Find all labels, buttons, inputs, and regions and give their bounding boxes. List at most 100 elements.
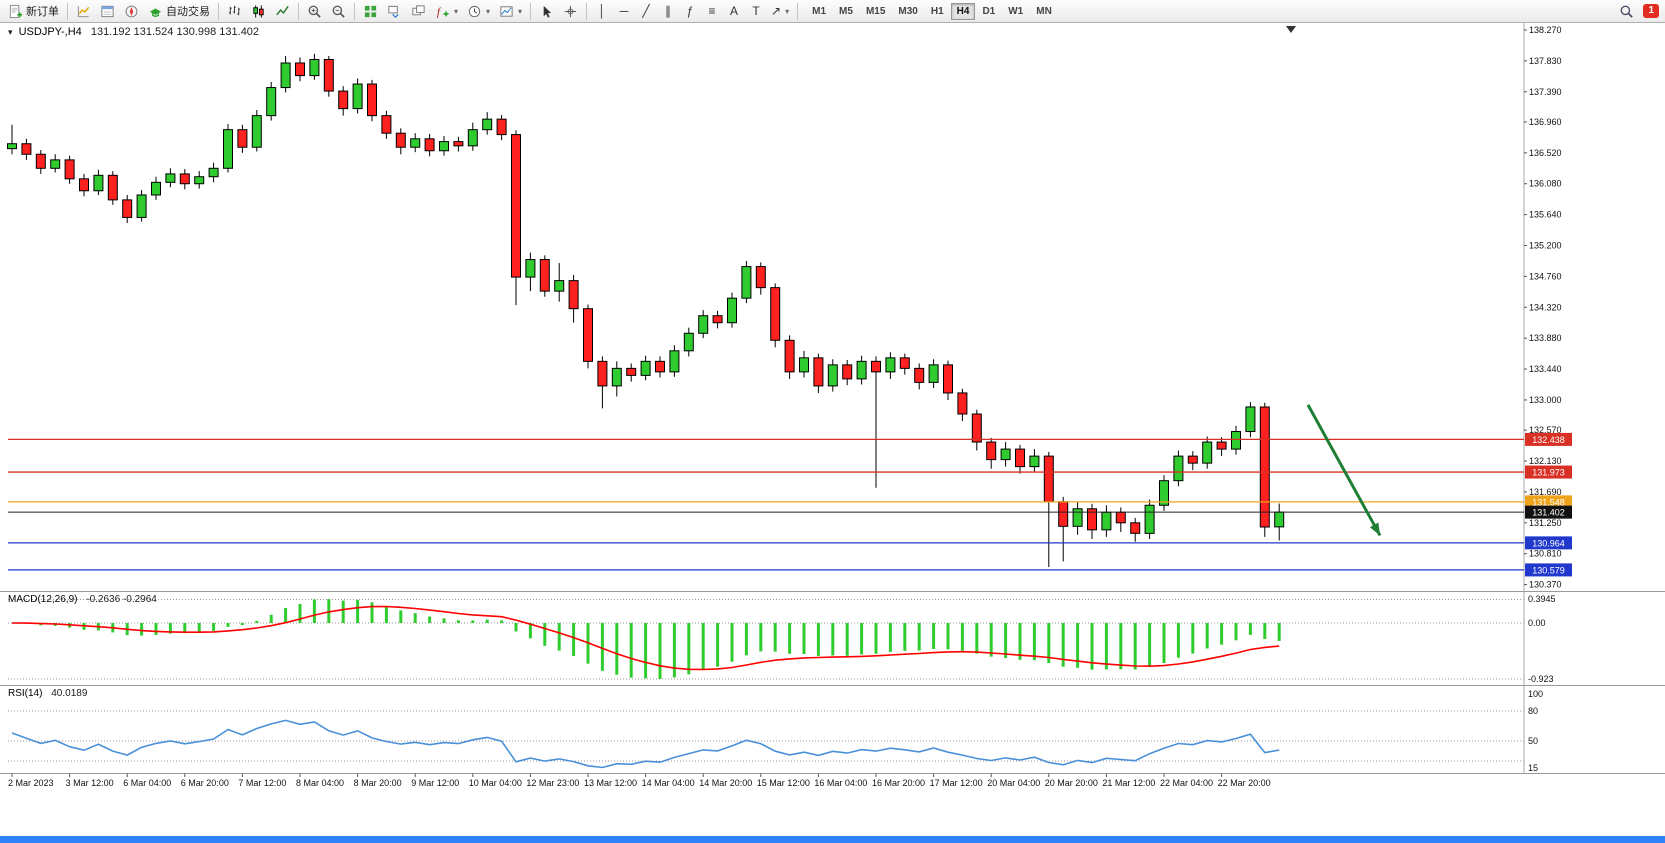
shapes-tool-button[interactable]: ≡ [708, 4, 716, 18]
timeframe-m15-button[interactable]: M15 [865, 5, 886, 17]
bear-candle [597, 360, 608, 387]
cascade-windows-button[interactable] [407, 0, 430, 22]
bear-candle [971, 413, 982, 443]
bear-candle [899, 357, 910, 369]
new-order-button[interactable]: 新订单 [4, 0, 63, 22]
bull-candle [698, 315, 709, 334]
arrows-tool-button[interactable]: ↗ ▾ [771, 4, 790, 18]
equidistant-channel-tool-button[interactable]: ∥ [665, 4, 672, 18]
bull-candle [7, 143, 17, 150]
templates-button[interactable]: ▾ [495, 0, 526, 22]
timeframe-m5-button[interactable]: M5 [839, 5, 853, 17]
zoom-in-icon [308, 5, 321, 18]
crosshair-tool-button[interactable] [559, 0, 582, 22]
bear-candle [712, 315, 723, 324]
time-axis-label: 12 Mar 23:00 [526, 778, 579, 788]
bear-candle [453, 141, 464, 147]
vertical-line-tool-button[interactable]: │ [598, 4, 606, 18]
bear-candle [295, 62, 305, 77]
rsi-value: 40.0189 [51, 688, 88, 699]
navigator-button[interactable] [120, 0, 143, 22]
bar-chart-mode-button[interactable] [223, 0, 246, 22]
bear-candle [784, 339, 795, 373]
chart-shift-marker-icon[interactable] [1286, 26, 1296, 33]
trendline-tool-button[interactable]: ╱ [642, 4, 650, 18]
line-chart-mode-button[interactable] [271, 0, 294, 22]
macd-signal-line [11, 605, 1280, 671]
bear-candle [914, 367, 925, 383]
data-window-button[interactable] [96, 0, 119, 22]
chart-menu-icon[interactable]: ▾ [8, 27, 13, 37]
bear-candle [367, 83, 377, 117]
bull-candle [223, 129, 233, 169]
new-order-label: 新订单 [26, 6, 59, 18]
time-axis-label: 7 Mar 12:00 [238, 778, 286, 788]
bull-candle [554, 280, 565, 292]
candlestick-chart-icon [253, 4, 264, 18]
chart-background [0, 23, 1665, 835]
trend-arrow-annotation[interactable] [1306, 404, 1382, 537]
bull-candle [1159, 480, 1169, 506]
time-axis-label: 16 Mar 04:00 [814, 778, 867, 788]
dropdown-caret-icon: ▾ [486, 6, 491, 16]
bear-candle [1187, 455, 1198, 464]
timeframe-d1-button[interactable]: D1 [982, 5, 996, 17]
axis-label: -0.923 [1528, 674, 1554, 684]
price-axis-label: 134.760 [1529, 271, 1562, 281]
dropdown-caret-icon: ▾ [785, 6, 790, 16]
price-level-label-text: 131.973 [1532, 468, 1565, 478]
timeframe-m1-button[interactable]: M1 [812, 5, 827, 17]
cursor-icon [543, 5, 552, 18]
market-watch-icon [77, 5, 90, 17]
price-level-label-text: 131.548 [1532, 497, 1565, 507]
notification-badge[interactable]: 1 [1643, 4, 1659, 18]
cursor-tool-button[interactable] [535, 0, 558, 22]
search-button[interactable] [1615, 0, 1638, 22]
price-axis-label: 133.880 [1529, 333, 1562, 343]
timeframe-w1-button[interactable]: W1 [1008, 5, 1024, 17]
bear-candle [770, 287, 781, 341]
price-axis-label: 131.250 [1529, 518, 1562, 528]
svg-text:f: f [437, 6, 442, 18]
bull-candle [525, 259, 536, 278]
timeframe-h1-button[interactable]: H1 [930, 5, 944, 17]
bear-candle [539, 259, 550, 292]
horizontal-line-tool-button[interactable]: ─ [619, 4, 629, 18]
timeframe-mn-button[interactable]: MN [1036, 5, 1052, 17]
chart-template-icon [500, 5, 513, 17]
fibonacci-tool-button[interactable]: ƒ [686, 4, 694, 18]
price-level-label-text: 130.579 [1532, 565, 1565, 575]
text-tool-button[interactable]: A [730, 4, 739, 18]
timeframe-h4-button[interactable]: H4 [950, 2, 976, 20]
bear-candle [107, 174, 118, 201]
zoom-out-button[interactable] [327, 0, 350, 22]
price-axis-label: 134.320 [1529, 302, 1562, 312]
market-watch-button[interactable] [72, 0, 95, 22]
indicators-button[interactable]: f ▾ [431, 0, 462, 22]
bear-candle [1130, 522, 1141, 534]
new-order-icon [9, 4, 23, 18]
bull-candle [1072, 508, 1083, 527]
tile-windows-button[interactable] [359, 0, 382, 22]
bull-candle [410, 138, 421, 148]
autotrading-button[interactable]: 自动交易 [144, 0, 214, 22]
separator [586, 2, 588, 20]
time-axis-label: 10 Mar 04:00 [469, 778, 522, 788]
bull-candle [266, 87, 277, 117]
bear-candle [957, 392, 968, 415]
horizontal-scrollbar[interactable] [0, 836, 1665, 843]
timeframe-m30-button[interactable]: M30 [898, 5, 918, 17]
bull-candle [727, 297, 737, 324]
price-axis-label: 136.520 [1529, 148, 1562, 158]
price-axis-label: 135.640 [1529, 210, 1562, 220]
periods-button[interactable]: ▾ [463, 0, 494, 22]
data-window-icon [101, 5, 114, 17]
bull-candle [741, 266, 752, 299]
zoom-in-button[interactable] [303, 0, 326, 22]
bear-candle [755, 266, 766, 289]
text-label-tool-button[interactable]: T [752, 4, 760, 18]
arrange-windows-button[interactable] [383, 0, 406, 22]
price-axis-label: 137.390 [1529, 87, 1562, 97]
candlestick-mode-button[interactable] [247, 0, 270, 22]
